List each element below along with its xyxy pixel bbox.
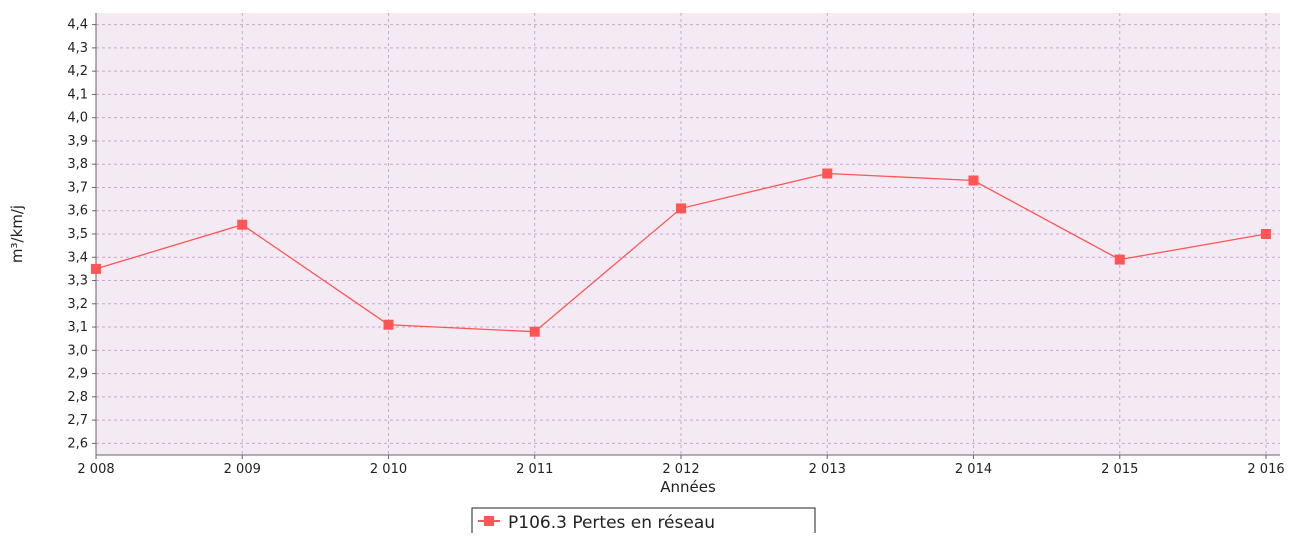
x-tick-label: 2 015 (1101, 462, 1138, 477)
series-layer (91, 168, 1271, 337)
x-tick-label: 2 010 (370, 462, 407, 477)
data-point-marker (237, 219, 248, 230)
y-tick-label: 2,6 (67, 436, 88, 451)
legend-marker-square (484, 516, 494, 526)
data-point-marker (822, 168, 833, 179)
y-tick-label: 3,3 (67, 274, 88, 289)
y-tick-label: 3,1 (67, 320, 88, 335)
y-tick-label: 3,5 (67, 227, 88, 242)
x-tick-label: 2 014 (955, 462, 992, 477)
x-tick-label: 2 011 (516, 462, 553, 477)
y-tick-label: 4,1 (67, 87, 88, 102)
y-tick-label: 3,0 (67, 343, 88, 358)
data-point-marker (968, 175, 979, 186)
data-point-marker (676, 203, 686, 214)
grid-lines (95, 13, 1280, 455)
x-tick-label: 2 008 (77, 462, 114, 477)
y-tick-label: 4,0 (67, 111, 88, 126)
legend: P106.3 Pertes en réseau (471, 507, 816, 536)
y-tick-label: 2,8 (67, 390, 88, 405)
x-tick-label: 2 016 (1247, 462, 1284, 477)
plot-area (96, 13, 1280, 455)
y-tick-label: 2,7 (67, 413, 88, 428)
y-tick-label: 4,3 (67, 41, 88, 56)
x-axis-title: Années (660, 478, 716, 496)
data-point-marker (383, 319, 394, 330)
x-tick-label: 2 012 (662, 462, 699, 477)
data-point-marker (1114, 254, 1125, 265)
x-axis-ticks: 2 008 2 009 2 010 2 011 2 012 2 013 2 014 2 015… (77, 455, 1285, 477)
y-tick-label: 3,4 (67, 250, 88, 265)
data-point-marker (91, 263, 101, 274)
y-tick-label: 3,2 (67, 297, 88, 312)
y-axis-title: m³/km/j (8, 205, 26, 263)
data-point-marker (529, 326, 540, 337)
x-tick-label: 2 009 (224, 462, 261, 477)
x-tick-label: 2 013 (809, 462, 846, 477)
y-tick-label: 4,4 (67, 18, 88, 33)
legend-label: P106.3 Pertes en réseau (508, 513, 715, 533)
y-tick-label: 3,7 (67, 180, 88, 195)
y-tick-label: 2,9 (67, 367, 88, 382)
y-tick-label: 4,2 (67, 64, 88, 79)
data-point-marker (1261, 229, 1271, 239)
y-tick-label: 3,6 (67, 204, 88, 219)
y-tick-label: 3,8 (67, 157, 88, 172)
y-axis-ticks: 2,6 2,7 2,8 2,9 3,0 3,1 3,2 3,3 3,4 3,5 3,6 3,7 3,8 3… (67, 18, 96, 451)
y-tick-label: 3,9 (67, 134, 88, 149)
